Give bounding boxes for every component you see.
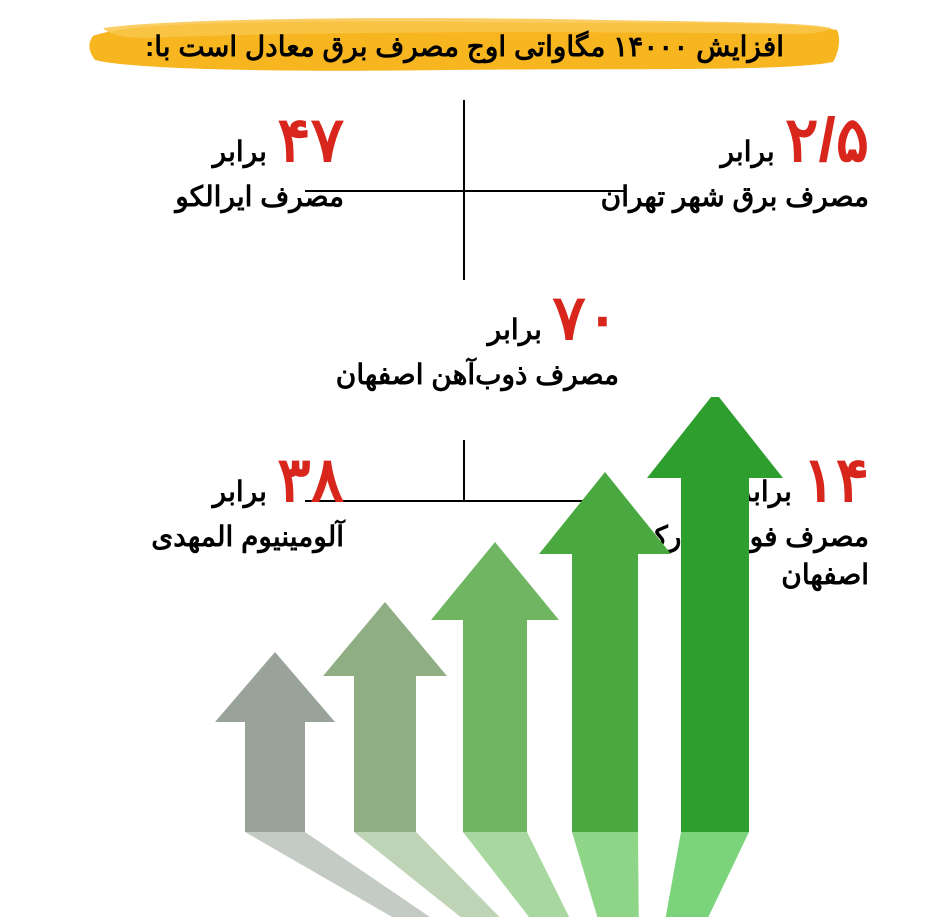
header-title: افزایش ۱۴۰۰۰ مگاواتی اوج مصرف برق معادل … [145, 30, 784, 63]
arrow-shadow [245, 832, 489, 917]
stat-desc: آلومینیوم المهدی [44, 518, 344, 556]
stat-value: ۱۴ [802, 450, 869, 512]
arrow-shadow [572, 832, 639, 917]
arrow-shadows [245, 832, 749, 917]
arrow-up-icon [215, 652, 335, 832]
stat-zob: ۷۰ برابر مصرف ذوب‌آهن اصفهان [319, 288, 619, 394]
stat-unit: برابر [720, 135, 774, 168]
stat-unit: برابر [738, 475, 792, 508]
stat-unit: برابر [213, 475, 267, 508]
stat-unit: برابر [213, 135, 267, 168]
stat-foolad: ۱۴ برابر مصرف فولاد مبارکه اصفهان [569, 450, 869, 594]
stat-value: ۷۰ [552, 288, 619, 350]
stat-tehran: ۲/۵ برابر مصرف برق شهر تهران [569, 110, 869, 216]
stat-value: ۳۸ [277, 450, 344, 512]
stat-desc: مصرف برق شهر تهران [569, 178, 869, 216]
stat-iralco: ۴۷ برابر مصرف ایرالکو [44, 110, 344, 216]
arrow-up-icon [431, 542, 559, 832]
stat-value: ۲/۵ [785, 110, 869, 172]
stat-desc: مصرف ذوب‌آهن اصفهان [319, 356, 619, 394]
stat-almahdi: ۳۸ برابر آلومینیوم المهدی [44, 450, 344, 556]
arrow-up-icon [323, 602, 447, 832]
stat-desc: مصرف فولاد مبارکه اصفهان [569, 518, 869, 594]
arrow-shadow [463, 832, 589, 917]
divider-v-mid [463, 440, 465, 500]
arrow-shadow [354, 832, 539, 917]
header-band: افزایش ۱۴۰۰۰ مگاواتی اوج مصرف برق معادل … [85, 18, 845, 74]
stat-unit: برابر [488, 313, 542, 346]
stat-desc: مصرف ایرالکو [44, 178, 344, 216]
stat-value: ۴۷ [277, 110, 344, 172]
arrow-shadow [658, 832, 749, 917]
